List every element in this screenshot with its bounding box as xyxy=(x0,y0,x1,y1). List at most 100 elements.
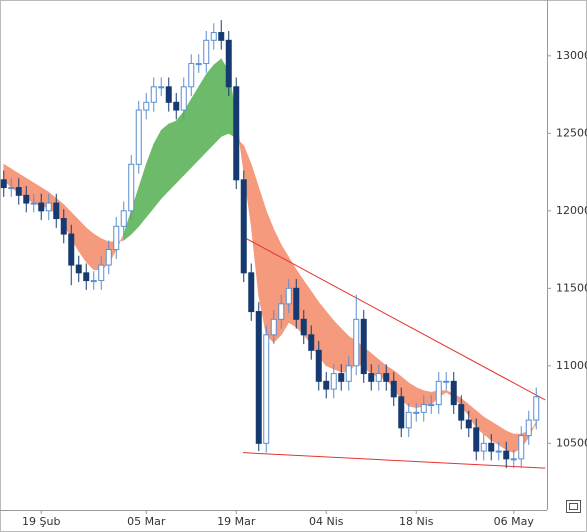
y-tick-label: 11000 xyxy=(556,359,587,372)
x-tick-label: 19 Mar xyxy=(217,515,256,528)
ribbon-segment xyxy=(190,85,200,169)
candle-body xyxy=(435,380,442,406)
y-tick-label: 10500 xyxy=(556,436,587,449)
candle-body xyxy=(45,202,52,212)
candle-body xyxy=(338,373,345,382)
candle-body xyxy=(450,380,457,406)
candle-body xyxy=(173,101,180,111)
candle-body xyxy=(398,396,405,429)
x-tick-label: 06 May xyxy=(494,515,535,528)
ribbon-segment xyxy=(93,233,102,271)
candle-body xyxy=(255,311,262,444)
candles xyxy=(0,20,540,469)
candle-body xyxy=(113,225,120,251)
ribbon-segment xyxy=(505,430,515,454)
candle-body xyxy=(165,86,172,103)
ribbon-segment xyxy=(175,110,185,184)
candle-body xyxy=(443,380,450,383)
candle-body xyxy=(315,349,322,382)
ribbon-segment xyxy=(333,320,342,373)
trendline xyxy=(243,236,546,401)
y-tick-label: 12000 xyxy=(556,204,587,217)
candle-body xyxy=(300,318,307,336)
candle-body xyxy=(0,179,7,189)
candle-body xyxy=(285,287,292,305)
candle-body xyxy=(458,404,465,421)
candle-body xyxy=(218,32,225,41)
candle-body xyxy=(368,373,375,382)
candle-body xyxy=(360,318,367,375)
ribbon-segment xyxy=(85,227,95,271)
trendlines xyxy=(242,236,546,469)
x-tick-label: 19 Şub xyxy=(22,515,60,528)
candle-body xyxy=(53,202,60,220)
ribbon-segment xyxy=(423,390,432,407)
candle-body xyxy=(263,334,270,444)
candle-body xyxy=(8,187,15,190)
candle-body xyxy=(60,218,67,235)
ribbon-segment xyxy=(153,130,162,209)
candle-body xyxy=(488,442,495,452)
candle-body xyxy=(135,109,142,165)
ribbon-segment xyxy=(325,310,335,370)
candle-body xyxy=(518,435,525,460)
candle-body xyxy=(203,39,210,65)
candle-body xyxy=(383,373,390,382)
candle-body xyxy=(30,202,37,205)
candle-body xyxy=(105,249,112,266)
candle-body xyxy=(150,86,157,103)
candle-body xyxy=(158,86,165,89)
candle-body xyxy=(180,86,187,111)
y-tick-label: 12500 xyxy=(556,126,587,139)
candle-body xyxy=(390,380,397,398)
ribbon-segment xyxy=(160,123,170,200)
candle-body xyxy=(233,86,240,181)
candle-body xyxy=(375,373,382,382)
candle-body xyxy=(525,419,532,437)
candle-body xyxy=(15,187,22,196)
icon-box xyxy=(566,500,581,513)
candle-body xyxy=(405,411,412,429)
ribbon-segment xyxy=(183,98,192,176)
candle-body xyxy=(210,32,217,41)
y-tick-label: 13000 xyxy=(556,49,587,62)
screenshot-icon[interactable] xyxy=(566,500,581,513)
candle-body xyxy=(510,458,517,461)
candle-body xyxy=(270,318,277,336)
candle-body xyxy=(23,194,30,204)
trendline xyxy=(242,452,546,469)
candle-body xyxy=(240,179,247,274)
icon-inner xyxy=(569,503,578,510)
candle-body xyxy=(495,450,502,453)
candle-body xyxy=(83,272,90,282)
candle-body xyxy=(128,163,135,212)
candle-body xyxy=(420,404,427,413)
ribbon-segment xyxy=(168,120,177,192)
candle-body xyxy=(143,101,150,111)
ribbon-segment xyxy=(408,382,417,409)
candle-body xyxy=(428,404,435,407)
candle-body xyxy=(413,411,420,414)
candle-body xyxy=(278,303,285,320)
ribbon-segment xyxy=(213,58,222,145)
candle-body xyxy=(98,264,105,282)
candle-body xyxy=(225,39,232,88)
candle-body xyxy=(323,380,330,390)
candle-body xyxy=(90,280,97,283)
candle-body xyxy=(75,264,82,274)
candle-body xyxy=(503,450,510,460)
y-tick-label: 11500 xyxy=(556,281,587,294)
candle-body xyxy=(330,373,337,390)
x-tick-label: 04 Nis xyxy=(309,515,344,528)
x-tick-label: 05 Mar xyxy=(127,515,166,528)
candle-body xyxy=(293,287,300,320)
candle-body xyxy=(465,419,472,429)
ribbon-segment xyxy=(198,73,207,161)
candle-body xyxy=(248,272,255,313)
candle-body xyxy=(68,233,75,266)
candle-body xyxy=(195,63,202,66)
candle-body xyxy=(345,365,352,382)
candle-body xyxy=(308,334,315,351)
